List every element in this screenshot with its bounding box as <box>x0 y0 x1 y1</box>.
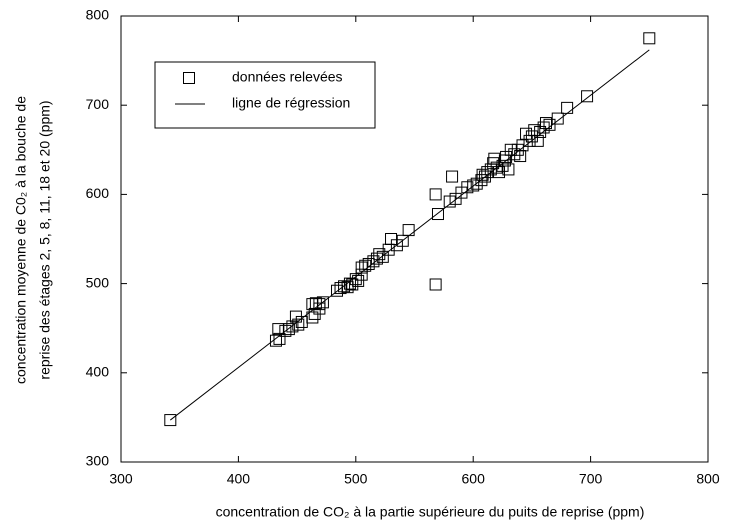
x-tick-label: 400 <box>227 471 251 487</box>
y-tick-label: 500 <box>86 274 110 290</box>
data-point <box>334 282 347 295</box>
x-tick-label: 500 <box>344 471 368 487</box>
legend-marker <box>183 72 195 84</box>
data-point <box>355 268 368 281</box>
data-point <box>429 188 442 201</box>
y-tick-label: 400 <box>86 364 110 380</box>
y-tick-label: 300 <box>86 453 110 469</box>
legend-label: ligne de régression <box>232 95 350 111</box>
y-tick-label: 700 <box>86 96 110 112</box>
data-point <box>282 323 295 336</box>
data-point <box>269 334 282 347</box>
data-point <box>551 112 564 125</box>
data-point <box>581 90 594 103</box>
data-point <box>429 278 442 291</box>
y-axis-title-line: concentration moyenne de C0₂ à la bouche… <box>13 96 29 384</box>
x-axis-title: concentration de CO₂ à la partie supérie… <box>216 504 645 520</box>
y-axis-title-line: reprise des étages 2, 5, 8, 11, 18 et 20… <box>37 100 53 379</box>
data-point <box>561 101 574 114</box>
data-point <box>523 134 536 147</box>
data-point <box>431 208 444 221</box>
data-point <box>511 143 524 156</box>
data-point <box>539 117 552 130</box>
y-axis-title: concentration moyenne de C0₂ à la bouche… <box>13 96 53 384</box>
y-tick-label: 600 <box>86 185 110 201</box>
data-point <box>446 170 459 183</box>
data-point <box>643 32 656 45</box>
data-point <box>402 224 415 237</box>
x-tick-label: 300 <box>109 471 133 487</box>
y-tick-label: 800 <box>86 7 110 23</box>
x-tick-label: 800 <box>696 471 720 487</box>
data-point <box>306 311 319 324</box>
data-point <box>316 296 329 309</box>
plot-frame <box>120 15 709 463</box>
data-point <box>543 118 556 131</box>
data-point <box>504 143 517 156</box>
data-point <box>516 139 529 152</box>
legend-label: données relevées <box>232 69 343 85</box>
regression-line <box>170 49 650 421</box>
data-point <box>279 324 292 337</box>
data-point <box>292 318 305 331</box>
x-tick-label: 700 <box>579 471 603 487</box>
data-point <box>164 414 177 427</box>
data-point <box>502 163 515 176</box>
x-tick-label: 600 <box>462 471 486 487</box>
